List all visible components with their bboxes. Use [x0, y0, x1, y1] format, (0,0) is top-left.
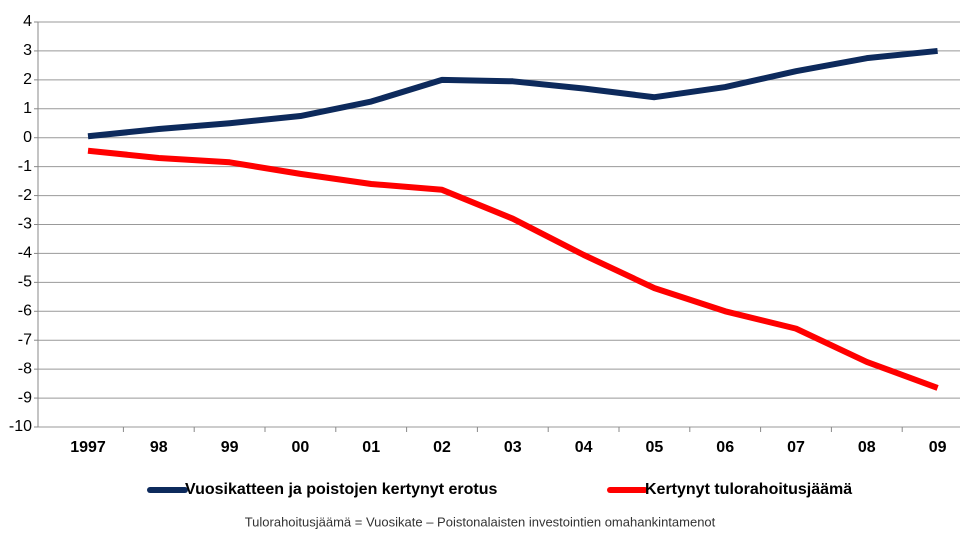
x-tick-label: 98 — [150, 439, 168, 456]
x-tick-label: 09 — [929, 439, 947, 456]
y-tick-label: 2 — [23, 71, 32, 88]
series-line — [87, 147, 939, 391]
x-tick-label: 00 — [292, 439, 310, 456]
x-tick-label: 06 — [716, 439, 734, 456]
y-tick-label: -9 — [18, 389, 32, 406]
x-tick-label: 08 — [858, 439, 876, 456]
y-tick-label: 4 — [23, 13, 32, 30]
y-tick-label: -1 — [18, 158, 32, 175]
x-tick-label: 1997 — [70, 439, 106, 456]
footnote: Tulorahoitusjäämä = Vuosikate – Poistona… — [245, 514, 716, 529]
y-tick-label: -8 — [18, 360, 32, 377]
y-tick-label: -3 — [18, 216, 32, 233]
x-tick-label: 07 — [787, 439, 805, 456]
x-tick-label: 02 — [433, 439, 451, 456]
series-line — [87, 47, 938, 140]
y-tick-label: -4 — [18, 245, 32, 262]
y-tick-label: -6 — [18, 303, 32, 320]
y-tick-label: -10 — [9, 418, 32, 435]
x-tick-label: 01 — [362, 439, 380, 456]
legend-label: Kertynyt tulorahoitusjäämä — [645, 481, 852, 498]
y-tick-label: 1 — [23, 100, 32, 117]
y-tick-label: 0 — [23, 129, 32, 146]
legend-label: Vuosikatteen ja poistojen kertynyt erotu… — [185, 481, 497, 498]
y-tick-label: -5 — [18, 274, 32, 291]
x-tick-label: 04 — [575, 439, 593, 456]
y-tick-label: -2 — [18, 187, 32, 204]
x-tick-label: 03 — [504, 439, 522, 456]
x-tick-label: 05 — [646, 439, 664, 456]
x-tick-label: 99 — [221, 439, 239, 456]
y-tick-label: 3 — [23, 42, 32, 59]
y-tick-label: -7 — [18, 331, 32, 348]
